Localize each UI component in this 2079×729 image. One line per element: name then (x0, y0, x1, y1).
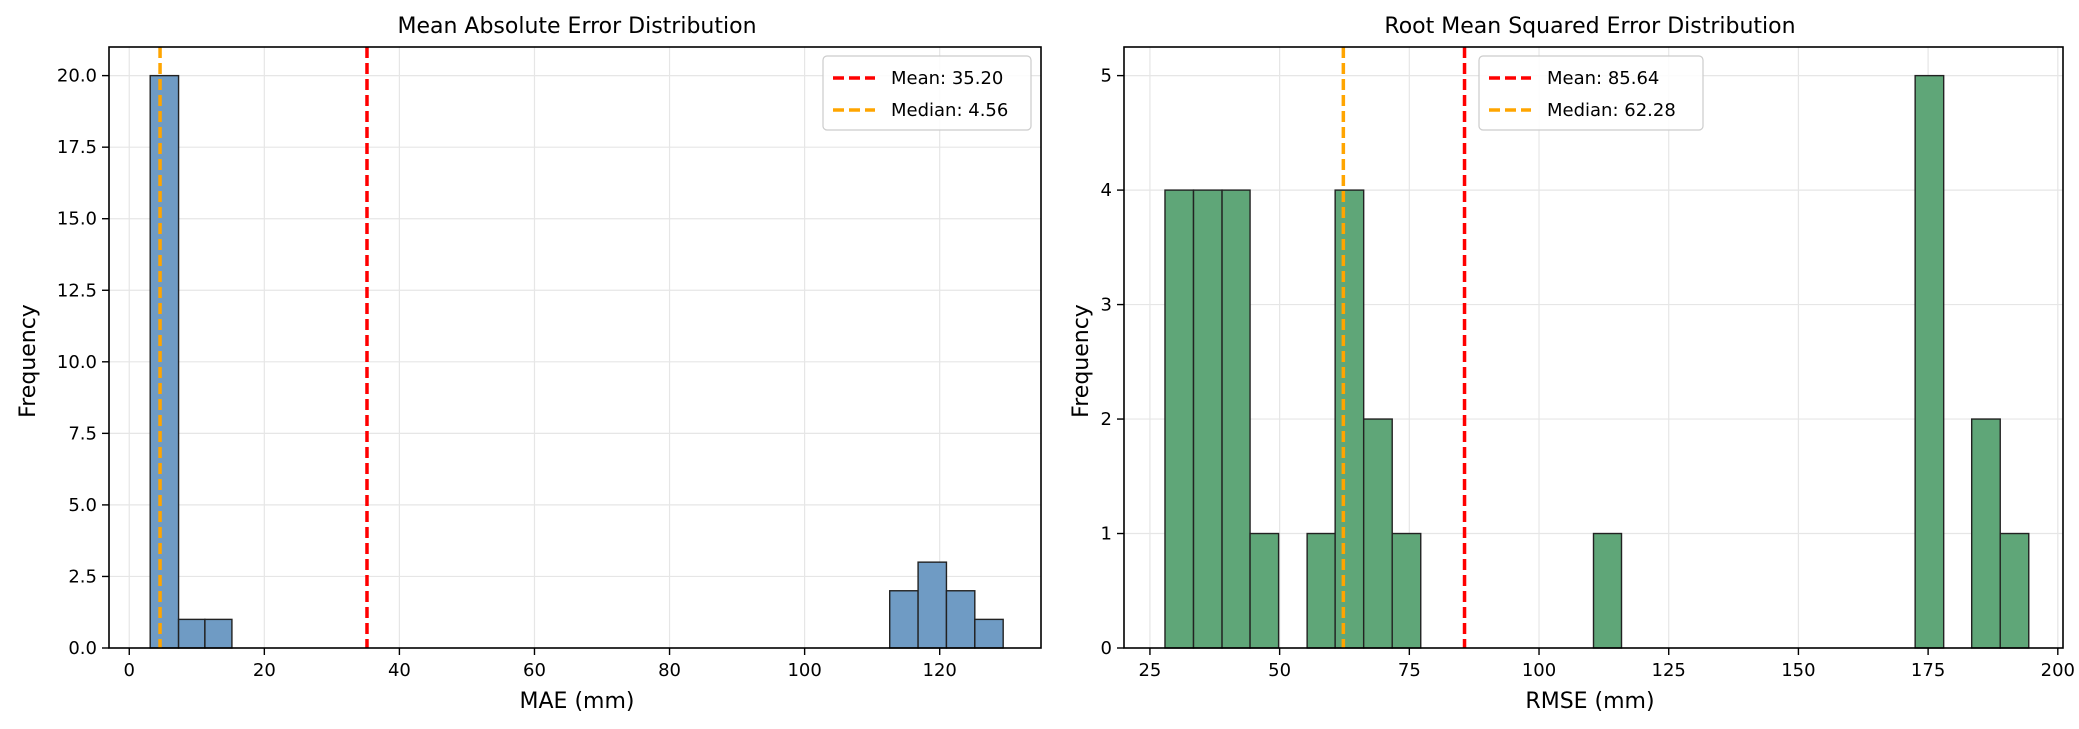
rmse-y-tick-label: 0 (1101, 638, 1112, 659)
rmse-x-tick-label: 50 (1268, 660, 1291, 681)
mae-bars (149, 74, 1004, 649)
rmse-histogram-bar (1334, 189, 1365, 649)
mae-histogram-panel: Mean Absolute Error Distribution 0 20 40 60… (16, 14, 1042, 714)
mae-y-tick-label: 7.5 (68, 423, 97, 444)
rmse-axes-frame (1123, 46, 2064, 649)
rmse-x-tick-label: 100 (1522, 660, 1556, 681)
rmse-histogram-bar (1362, 418, 1393, 649)
rmse-x-tick-label: 150 (1781, 660, 1815, 681)
mae-legend-median-label: Median: 4.56 (891, 100, 1008, 121)
mae-y-axis-label: Frequency (16, 304, 41, 418)
mae-x-tick-label: 120 (923, 660, 957, 681)
mae-histogram-bar (149, 74, 180, 649)
rmse-legend-median-label: Median: 62.28 (1547, 100, 1676, 121)
rmse-histogram-bar (1249, 532, 1280, 649)
mae-y-ticks: 0.0 2.5 5.0 7.5 10.0 12.5 15.0 17.5 20.0 (57, 66, 109, 659)
mae-x-tick-label: 40 (388, 660, 411, 681)
mae-histogram-bar (974, 618, 1004, 649)
rmse-legend-box (1478, 55, 1704, 131)
rmse-histogram-panel: Root Mean Squared Error Distribution 25 5… (1069, 14, 2075, 714)
rmse-chart-title: Root Mean Squared Error Distribution (1384, 14, 1795, 39)
rmse-x-axis-label: RMSE (mm) (1525, 689, 1654, 714)
rmse-histogram-bar (1914, 74, 1945, 649)
rmse-histogram-bar (1592, 532, 1623, 649)
rmse-y-tick-label: 4 (1101, 180, 1112, 201)
rmse-y-tick-label: 5 (1101, 66, 1112, 87)
mae-x-axis-label: MAE (mm) (520, 689, 635, 714)
rmse-x-tick-label: 175 (1911, 660, 1945, 681)
mae-x-tick-label: 0 (124, 660, 135, 681)
rmse-x-tick-label: 75 (1398, 660, 1421, 681)
mae-chart-title: Mean Absolute Error Distribution (397, 14, 756, 39)
mae-y-tick-label: 17.5 (57, 137, 97, 158)
mae-histogram-bar (177, 618, 206, 649)
rmse-y-tick-label: 1 (1101, 524, 1112, 545)
rmse-y-tick-label: 3 (1101, 295, 1112, 316)
mae-legend-mean-label: Mean: 35.20 (891, 68, 1003, 89)
mae-histogram-bar (204, 618, 233, 649)
rmse-x-tick-label: 125 (1652, 660, 1686, 681)
rmse-histogram-bar (1999, 532, 2030, 649)
rmse-stat-lines (1341, 47, 1467, 648)
mae-y-tick-label: 10.0 (57, 352, 97, 373)
rmse-x-tick-label: 200 (2041, 660, 2075, 681)
rmse-legend-mean-label: Mean: 85.64 (1547, 68, 1659, 89)
mae-axes-frame (108, 46, 1042, 649)
mae-histogram-bar (917, 561, 948, 649)
rmse-bars (1164, 74, 2030, 649)
mae-y-tick-label: 5.0 (68, 495, 97, 516)
rmse-histogram-bar (1970, 418, 2001, 649)
mae-histogram-bar (889, 590, 919, 649)
mae-y-tick-label: 12.5 (57, 280, 97, 301)
mae-legend: Mean: 35.20 Median: 4.56 (822, 55, 1032, 131)
mae-y-tick-label: 0.0 (68, 638, 97, 659)
mae-y-tick-label: 2.5 (68, 566, 97, 587)
rmse-x-ticks: 25 50 75 100 125 150 175 200 (1138, 648, 2075, 681)
rmse-y-ticks: 0 1 2 3 4 5 (1101, 66, 1124, 659)
rmse-histogram-bar (1164, 189, 1195, 649)
mae-histogram-bar (945, 590, 976, 649)
mae-x-ticks: 0 20 40 60 80 100 120 (124, 648, 957, 681)
mae-x-tick-label: 100 (787, 660, 821, 681)
rmse-y-tick-label: 2 (1101, 409, 1112, 430)
rmse-histogram-bar (1391, 532, 1422, 649)
mae-x-tick-label: 80 (658, 660, 681, 681)
rmse-histogram-bar (1192, 189, 1223, 649)
mae-y-tick-label: 15.0 (57, 209, 97, 230)
rmse-histogram-bar (1306, 532, 1336, 649)
rmse-y-axis-label: Frequency (1069, 304, 1094, 418)
rmse-x-tick-label: 25 (1138, 660, 1161, 681)
mae-y-tick-label: 20.0 (57, 66, 97, 87)
rmse-legend: Mean: 85.64 Median: 62.28 (1478, 55, 1704, 131)
mae-x-tick-label: 20 (253, 660, 276, 681)
mae-x-tick-label: 60 (523, 660, 546, 681)
rmse-histogram-bar (1221, 189, 1251, 649)
mae-stat-lines (158, 47, 369, 648)
